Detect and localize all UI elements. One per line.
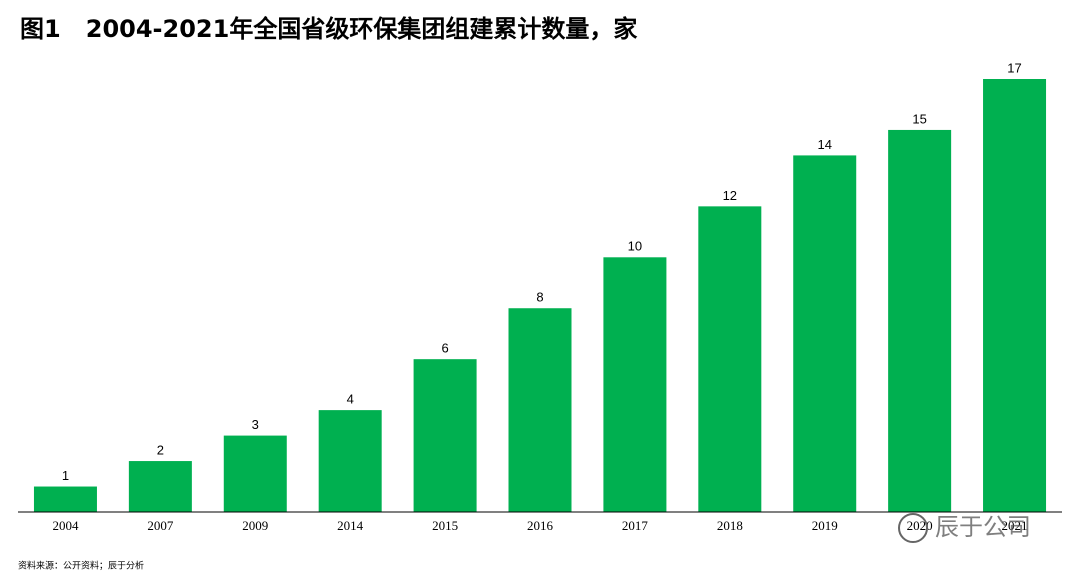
value-label: 6 xyxy=(441,341,448,356)
chart-title: 图1 2004-2021年全国省级环保集团组建累计数量，家 xyxy=(20,15,637,43)
bar xyxy=(508,308,572,512)
x-tick-label: 2020 xyxy=(907,518,933,533)
value-label: 17 xyxy=(1007,60,1021,75)
x-tick-label: 2009 xyxy=(242,518,268,533)
value-label: 1 xyxy=(62,468,69,483)
bar xyxy=(983,79,1047,512)
value-label: 8 xyxy=(536,290,543,305)
bar xyxy=(603,257,667,512)
value-label: 14 xyxy=(817,137,831,152)
x-tick-label: 2019 xyxy=(812,518,838,533)
x-tick-label: 2018 xyxy=(717,518,743,533)
x-tick-label: 2021 xyxy=(1002,518,1028,533)
watermark-group: 辰于公司 xyxy=(898,513,1031,543)
x-tick-label: 2016 xyxy=(527,518,554,533)
x-tick-label: 2017 xyxy=(622,518,649,533)
plot-area: 1 2004 2 2007 3 2009 4 2014 6 2015 8 2016 10 2017 12 20… xyxy=(18,60,1062,533)
x-tick-label: 2004 xyxy=(52,518,79,533)
bar xyxy=(888,129,952,513)
bar xyxy=(128,461,192,512)
bar xyxy=(793,155,857,513)
watermark: 辰于公司 xyxy=(935,513,1031,541)
x-tick-label: 2014 xyxy=(337,518,364,533)
value-label: 2 xyxy=(157,442,164,457)
value-label: 10 xyxy=(628,239,642,254)
value-label: 3 xyxy=(252,417,259,432)
source-note: 资料来源：公开资料；辰于分析 xyxy=(18,560,144,572)
bar xyxy=(318,410,382,512)
value-label: 12 xyxy=(723,188,737,203)
bar xyxy=(223,435,287,512)
bar xyxy=(33,486,97,512)
value-label: 4 xyxy=(347,392,354,407)
x-tick-label: 2015 xyxy=(432,518,458,533)
watermark-icon xyxy=(898,513,928,543)
bar xyxy=(698,206,762,512)
bar xyxy=(413,359,477,512)
value-label: 15 xyxy=(912,111,926,126)
x-tick-label: 2007 xyxy=(147,518,174,533)
